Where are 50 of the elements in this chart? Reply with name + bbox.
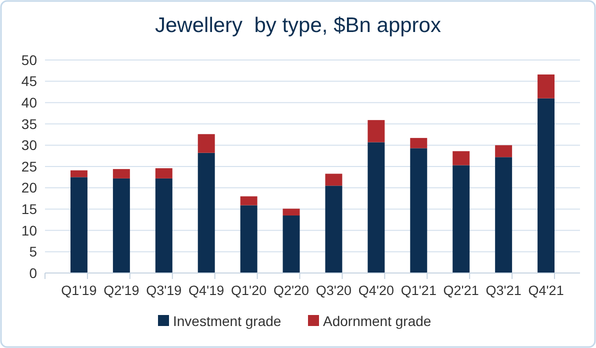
y-tick-label: 5 [29,244,38,260]
bar [368,120,385,142]
y-tick-label: 30 [21,137,38,154]
bar [112,169,130,178]
bar [538,74,555,98]
y-tick-label: 35 [21,116,38,132]
bar [70,177,88,273]
x-tick-label: Q2'19 [104,283,140,298]
x-tick-label: Q1'20 [231,283,267,298]
y-tick-label: 10 [21,222,38,238]
y-tick-label: 25 [21,158,38,174]
bar [155,178,172,273]
y-tick-label: 40 [21,94,38,110]
bar [452,165,470,273]
bar [198,134,215,153]
bar [325,174,342,186]
x-tick-label: Q4'21 [528,283,564,298]
y-tick-label: 50 [21,52,38,68]
y-tick-label: 45 [21,73,38,90]
legend-label: Investment grade [173,313,282,329]
bar [495,145,512,158]
bar [410,138,428,148]
x-tick-label: Q3'21 [486,283,522,298]
bar [452,151,470,166]
y-tick-label: 20 [21,180,38,196]
bar [538,98,555,273]
chart-title: Jewellery by type, $Bn approx [155,14,442,37]
bar [282,208,300,216]
bar [368,142,385,273]
x-tick-label: Q4'19 [188,283,224,298]
x-tick-label: Q4'20 [358,283,394,298]
bar [70,170,88,178]
legend-label: Adornment grade [323,313,432,329]
x-tick-label: Q1'19 [61,283,97,298]
bar [325,186,342,273]
bar [240,196,258,206]
bar [282,215,300,273]
x-tick-label: Q3'19 [146,283,182,298]
bar [198,152,215,273]
x-tick-label: Q2'20 [273,283,310,298]
y-tick-label: 0 [29,264,38,281]
bar [495,157,512,273]
x-tick-label: Q1'21 [400,283,436,298]
y-tick-label: 15 [21,201,38,217]
bar [112,178,130,273]
x-tick-label: Q3'20 [316,283,352,298]
bar [155,168,172,178]
bar [410,148,428,273]
x-tick-label: Q2'21 [443,283,479,298]
bar [240,205,258,273]
